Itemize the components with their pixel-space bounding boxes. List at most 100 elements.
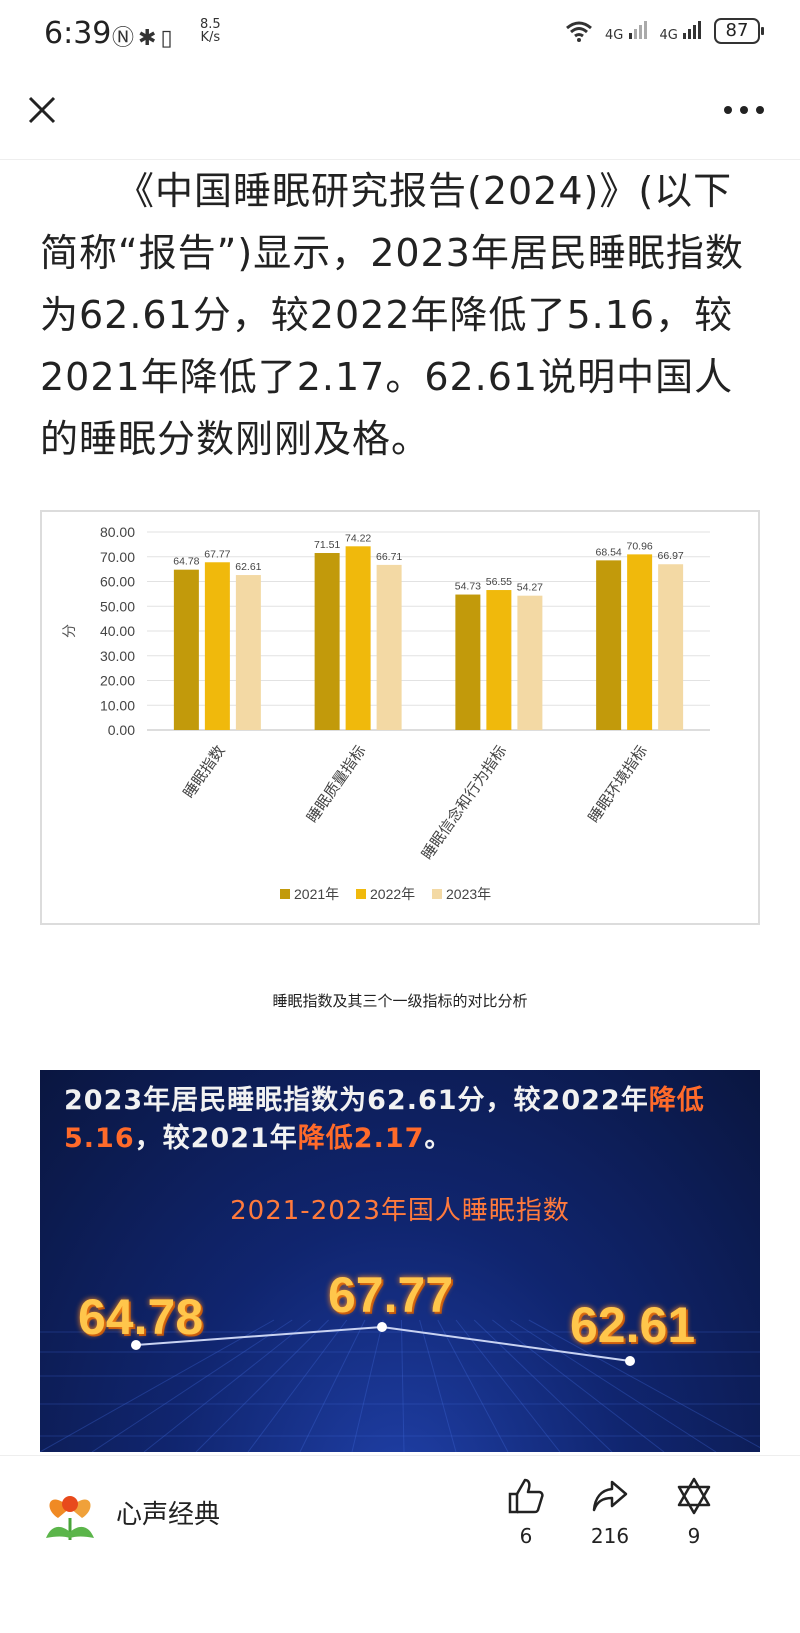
bar bbox=[345, 546, 371, 730]
grid-line bbox=[419, 1319, 457, 1452]
signal-bars-icon bbox=[683, 21, 701, 39]
legend-swatch bbox=[356, 889, 366, 899]
network-type-2: 4G bbox=[659, 28, 678, 43]
grid-line bbox=[143, 1319, 311, 1452]
share-button[interactable]: 216 bbox=[580, 1476, 640, 1548]
x-tick-label: 睡眠信念和行为指标 bbox=[418, 742, 510, 863]
y-tick-label: 10.00 bbox=[100, 697, 135, 713]
grid-line bbox=[400, 1319, 405, 1452]
article-paragraph: 《中国睡眠研究报告(2024)》(以下简称“报告”)显示，2023年居民睡眠指数… bbox=[40, 169, 744, 461]
grid-line bbox=[437, 1319, 509, 1452]
y-tick-label: 40.00 bbox=[100, 623, 135, 639]
y-tick-label: 30.00 bbox=[100, 648, 135, 664]
y-tick-label: 70.00 bbox=[100, 549, 135, 565]
speed-unit: K/s bbox=[200, 30, 221, 45]
share-count: 216 bbox=[590, 1524, 630, 1548]
promo-headline-part: 。 bbox=[424, 1123, 453, 1154]
promo-headline: 2023年居民睡眠指数为62.61分，较2022年降低 5.16，较2021年降… bbox=[64, 1082, 744, 1158]
grid-line bbox=[247, 1319, 348, 1452]
account-logo-icon[interactable] bbox=[40, 1478, 100, 1548]
x-tick-label: 睡眠环境指标 bbox=[585, 742, 651, 826]
signal-bars-icon bbox=[628, 21, 647, 39]
signal-1: 4G bbox=[605, 19, 648, 43]
status-icons: Ⓝ✱▯ bbox=[112, 20, 177, 52]
promo-headline-highlight: 5.16 bbox=[64, 1123, 135, 1154]
data-label: 62.61 bbox=[235, 561, 261, 573]
nfc-icon: Ⓝ bbox=[112, 26, 139, 51]
share-arrow-icon bbox=[592, 1480, 628, 1512]
y-tick-label: 60.00 bbox=[100, 574, 135, 590]
data-label: 70.96 bbox=[626, 540, 652, 552]
bluetooth-icon: ✱ bbox=[138, 26, 161, 51]
bar bbox=[235, 575, 261, 730]
data-label: 74.22 bbox=[345, 532, 371, 544]
bar bbox=[486, 590, 512, 730]
promo-image: 2023年居民睡眠指数为62.61分，较2022年降低 5.16，较2021年降… bbox=[40, 1070, 760, 1452]
speed-value: 8.5 bbox=[200, 17, 221, 32]
promo-value-2022: 67.77 bbox=[328, 1267, 454, 1323]
close-icon[interactable] bbox=[24, 92, 60, 128]
network-type-1: 4G bbox=[605, 28, 624, 43]
y-tick-label: 80.00 bbox=[100, 524, 135, 540]
grid-line bbox=[91, 1319, 293, 1452]
grid-line bbox=[510, 1319, 717, 1452]
grid-line bbox=[528, 1319, 760, 1449]
promo-value-2021: 64.78 bbox=[78, 1289, 204, 1345]
account-name[interactable]: 心声经典 bbox=[116, 1500, 221, 1530]
promo-subtitle: 2021-2023年国人睡眠指数 bbox=[230, 1196, 570, 1226]
bar bbox=[627, 554, 653, 730]
bar bbox=[658, 564, 684, 730]
bar bbox=[314, 553, 340, 730]
hexagram-star-icon bbox=[677, 1477, 711, 1515]
vibrate-icon: ▯ bbox=[160, 26, 177, 51]
data-label: 66.97 bbox=[657, 550, 683, 562]
bar bbox=[455, 594, 481, 730]
thumbs-up-icon bbox=[508, 1478, 544, 1514]
grid-line bbox=[492, 1319, 665, 1452]
chart-caption: 睡眠指数及其三个一级指标的对比分析 bbox=[272, 992, 528, 1010]
grid-line bbox=[351, 1319, 384, 1452]
promo-grid-graphic bbox=[40, 1319, 760, 1452]
legend-label: 2023年 bbox=[446, 886, 491, 902]
collect-count: 9 bbox=[687, 1524, 701, 1548]
x-tick-label: 睡眠指数 bbox=[180, 743, 228, 802]
promo-headline-highlight: 降低 bbox=[648, 1085, 705, 1116]
promo-headline-highlight: 降低2.17 bbox=[297, 1123, 425, 1154]
data-label: 67.77 bbox=[204, 548, 230, 560]
bar bbox=[173, 569, 199, 730]
bar bbox=[517, 595, 543, 730]
trend-point bbox=[131, 1340, 141, 1350]
data-label: 68.54 bbox=[595, 546, 621, 558]
bar bbox=[376, 564, 402, 730]
collect-button[interactable]: 9 bbox=[664, 1476, 724, 1548]
legend-swatch bbox=[432, 889, 442, 899]
grid-line bbox=[299, 1319, 366, 1452]
data-label: 66.71 bbox=[376, 551, 402, 563]
chart-image: 0.00 10.00 20.00 30.00 40.00 50.00 60.00 70.00 8… bbox=[40, 510, 760, 925]
like-button[interactable]: 6 bbox=[496, 1476, 556, 1548]
nav-bar bbox=[0, 70, 800, 160]
wifi-icon bbox=[566, 21, 592, 42]
data-label: 64.78 bbox=[173, 556, 199, 568]
grid-line bbox=[195, 1319, 329, 1452]
signal-2: 4G bbox=[660, 19, 703, 43]
status-time: 6:39 bbox=[44, 16, 112, 51]
data-label: 56.55 bbox=[486, 576, 512, 588]
legend-swatch bbox=[280, 889, 290, 899]
promo-headline-part: 2023年居民睡眠指数为62.61分，较2022年 bbox=[64, 1085, 649, 1116]
y-tick-label: 50.00 bbox=[100, 598, 135, 614]
grid-line bbox=[40, 1319, 275, 1452]
more-options-icon[interactable] bbox=[722, 100, 766, 120]
data-label: 71.51 bbox=[314, 539, 340, 551]
network-speed: 8.5 K/s bbox=[200, 18, 221, 44]
bar bbox=[596, 560, 622, 730]
battery-icon: 87 bbox=[714, 18, 764, 44]
legend-label: 2022年 bbox=[370, 886, 415, 902]
data-label: 54.73 bbox=[455, 581, 481, 593]
legend-label: 2021年 bbox=[294, 886, 339, 902]
trend-point bbox=[625, 1356, 635, 1366]
promo-value-2023: 62.61 bbox=[570, 1297, 696, 1353]
bar bbox=[204, 562, 230, 730]
y-tick-label: 20.00 bbox=[100, 673, 135, 689]
x-tick-label: 睡眠质量指标 bbox=[304, 743, 370, 826]
